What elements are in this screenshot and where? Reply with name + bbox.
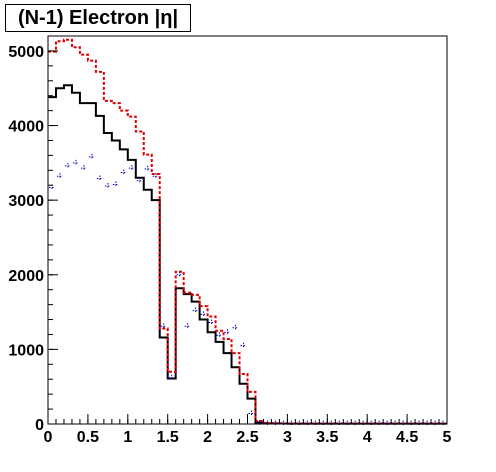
x-tick-label: 3	[283, 429, 292, 446]
data-point	[56, 173, 63, 180]
data-point	[216, 332, 223, 339]
data-point	[120, 169, 127, 176]
data-point	[80, 165, 87, 172]
x-tick-label: 5	[443, 429, 452, 446]
x-tick-label: 1.5	[157, 429, 179, 446]
data-point	[256, 420, 263, 427]
y-tick-label: 4000	[8, 119, 44, 136]
x-tick-label: 0.5	[77, 429, 99, 446]
data-point	[88, 153, 95, 160]
histogram-series-red-dashed	[48, 38, 447, 425]
y-tick-label: 3000	[8, 193, 44, 210]
data-point	[240, 342, 247, 349]
data-point	[176, 271, 183, 278]
x-tick-label: 4.5	[396, 429, 418, 446]
data-point	[136, 177, 143, 184]
plot-frame	[47, 35, 448, 425]
data-point	[208, 319, 215, 326]
data-point	[152, 173, 159, 180]
data-point	[112, 181, 119, 188]
data-point	[160, 323, 167, 330]
data-point	[232, 324, 239, 331]
data-point	[192, 307, 199, 314]
data-point	[184, 323, 191, 330]
data-point	[104, 182, 111, 189]
x-tick-label: 2.5	[236, 429, 258, 446]
x-tick-label: 4	[363, 429, 372, 446]
x-tick-label: 1	[123, 429, 132, 446]
data-point	[200, 311, 207, 318]
series-layer	[48, 38, 447, 427]
x-tick-label: 0	[44, 429, 53, 446]
data-point	[224, 329, 231, 336]
data-point	[168, 374, 175, 381]
data-point	[72, 159, 79, 166]
data-point	[64, 162, 71, 169]
x-tick-label: 3.5	[316, 429, 338, 446]
histogram-series-black	[48, 84, 447, 425]
data-point	[128, 165, 135, 172]
y-tick-label: 0	[35, 417, 44, 434]
y-tick-label: 1000	[8, 342, 44, 359]
data-point	[96, 175, 103, 182]
y-tick-label: 5000	[8, 44, 44, 61]
chart-title: (N-1) Electron |η|	[5, 4, 191, 32]
data-point	[144, 165, 151, 172]
x-tick-label: 2	[203, 429, 212, 446]
data-point	[248, 410, 255, 417]
axis-layer: 0 0.5 1 1.5 2 2.5 3 3.5 4 4.5 5 0 1000 2000 3000 4000 50…	[8, 35, 452, 446]
y-tick-label: 2000	[8, 268, 44, 285]
